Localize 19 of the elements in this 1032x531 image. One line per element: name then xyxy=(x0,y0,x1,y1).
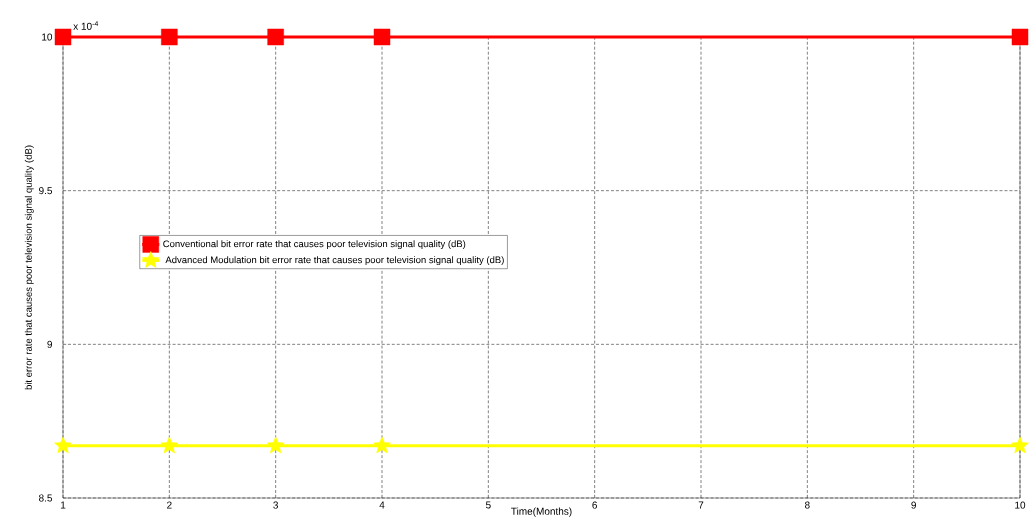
legend-label: Conventional bit error rate that causes poor television signal quality (dB) xyxy=(163,240,466,250)
legend-label: Advanced Modulation bit error rate that causes poor television signal quality (dB) xyxy=(165,256,504,266)
x-tick-label: 9 xyxy=(911,501,916,509)
y-tick-label: 10 xyxy=(42,33,53,41)
x-tick-label: 2 xyxy=(167,501,172,509)
y-tick-label: 9.5 xyxy=(39,187,53,195)
x-tick-label: 7 xyxy=(698,501,704,509)
x-axis-title: Time(Months) xyxy=(511,507,572,517)
x-tick-label: 8 xyxy=(804,501,810,509)
x-tick-label: 6 xyxy=(592,501,598,509)
x-tick-label: 3 xyxy=(273,501,279,509)
x-tick-label: 10 xyxy=(1015,501,1026,509)
y-tick-label: 8.5 xyxy=(39,494,53,502)
y-tick-label: 9 xyxy=(47,340,52,348)
y-axis-title: bit error rate that causes poor television signal quality (dB) xyxy=(24,145,34,390)
x-tick-label: 4 xyxy=(379,501,385,509)
text: x 10$^{-4}$ xyxy=(73,21,99,30)
x-tick-label: 1 xyxy=(60,501,66,509)
x-tick-label: 5 xyxy=(485,501,491,509)
